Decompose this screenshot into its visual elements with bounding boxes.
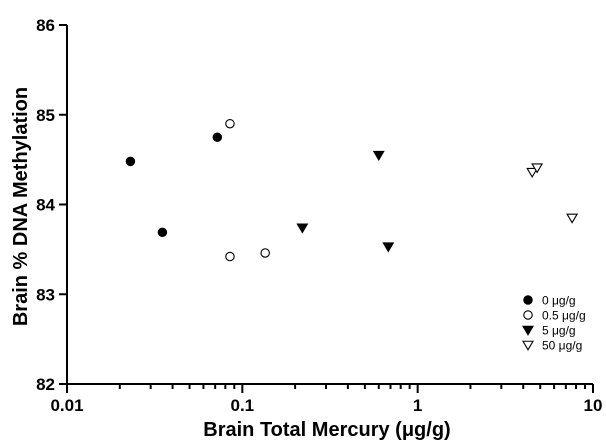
legend-marker: [523, 310, 533, 320]
y-tick-label: 85: [36, 106, 55, 125]
axes: [66, 25, 593, 385]
y-axis-title: Brain % DNA Methylation: [10, 87, 32, 326]
x-axis-title: Brain Total Mercury (μg/g): [203, 419, 450, 441]
y-tick-label: 82: [36, 375, 55, 394]
y-tick-label: 83: [36, 285, 55, 304]
data-point: [382, 242, 395, 253]
legend-label: 5 μg/g: [542, 324, 576, 338]
x-tick-label: 0.01: [50, 396, 83, 415]
legend-label: 0 μg/g: [542, 294, 576, 308]
x-ticks: 0.01 0.1 1 10: [50, 384, 602, 415]
data-point: [157, 227, 168, 238]
data-point: [296, 223, 309, 234]
data-point: [212, 132, 223, 142]
data-point: [372, 150, 385, 161]
y-tick-label: 84: [36, 196, 55, 215]
legend-label: 0.5 μg/g: [542, 309, 586, 323]
data-point: [526, 167, 539, 179]
x-tick-label: 10: [584, 396, 603, 415]
legend-label: 50 μg/g: [542, 339, 582, 353]
data-point: [260, 248, 270, 258]
data-point: [531, 163, 544, 174]
y-ticks: 82 83 84 85 86: [36, 16, 67, 394]
legend: 0 μg/g0.5 μg/g5 μg/g50 μg/g: [522, 294, 586, 353]
data-point: [225, 118, 235, 129]
x-tick-label: 0.1: [231, 396, 255, 415]
data-point: [125, 156, 136, 167]
data-point: [566, 213, 579, 224]
legend-marker: [523, 295, 533, 305]
legend-marker: [522, 325, 534, 336]
data-points: [125, 118, 579, 262]
legend-marker: [522, 340, 534, 351]
x-tick-label: 1: [413, 396, 422, 415]
data-point: [225, 251, 235, 262]
y-tick-label: 86: [36, 16, 55, 35]
